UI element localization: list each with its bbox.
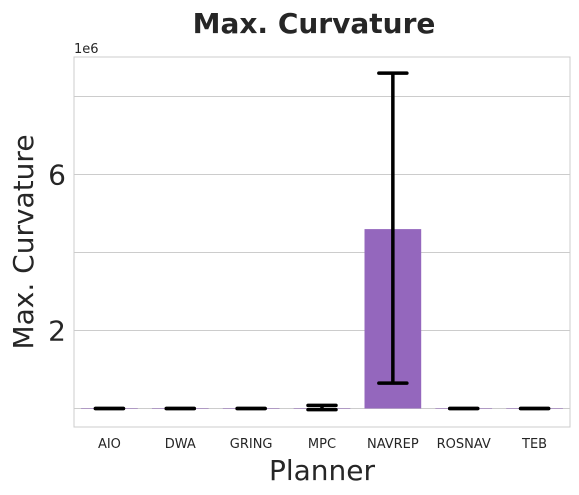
y-tick-labels: 26 [48,159,66,348]
x-axis-label: Planner [269,454,376,487]
y-offset-label: 1e6 [74,42,99,57]
bars [81,229,563,409]
y-axis-label: Max. Curvature [7,134,40,349]
x-tick-label-rosnav: ROSNAV [437,437,491,452]
x-tick-label-gring: GRING [230,437,273,452]
x-tick-labels: AIO DWA GRING MPC NAVREP ROSNAV TEB [98,437,547,452]
x-tick-label-aio: AIO [98,437,121,452]
error-bar-mpc [306,403,338,412]
gridlines [74,96,570,409]
y-tick-label-1: 6 [48,159,66,192]
x-tick-label-teb: TEB [521,437,547,452]
chart-title: Max. Curvature [193,7,436,40]
x-tick-label-mpc: MPC [308,437,336,452]
error-bar-navrep [377,71,409,385]
error-bars [93,71,551,412]
y-tick-label-0: 2 [48,315,66,348]
x-tick-label-navrep: NAVREP [367,437,419,452]
x-tick-label-dwa: DWA [165,437,196,452]
plot-frame [73,56,571,428]
